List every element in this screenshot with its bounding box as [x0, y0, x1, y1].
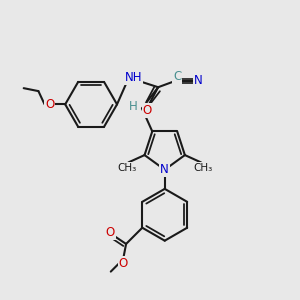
Text: NH: NH [125, 71, 142, 84]
Text: CH₃: CH₃ [117, 163, 136, 173]
Text: O: O [142, 104, 152, 117]
Text: O: O [106, 226, 115, 239]
Text: C: C [173, 70, 182, 83]
Text: O: O [45, 98, 54, 111]
Text: CH₃: CH₃ [193, 163, 212, 173]
Text: O: O [118, 257, 128, 270]
Text: H: H [129, 100, 138, 113]
Text: N: N [194, 74, 203, 87]
Text: N: N [160, 163, 169, 176]
